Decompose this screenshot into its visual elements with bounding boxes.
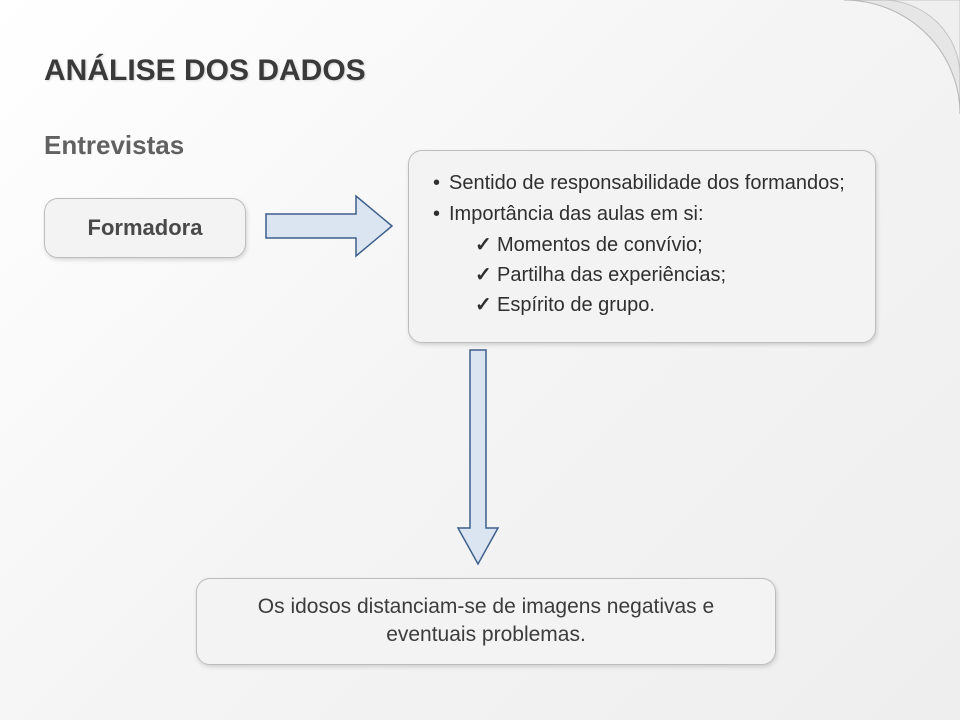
bullet-item: Importância das aulas em si: Momentos de… [433,200,851,320]
slide-subtitle: Entrevistas [44,130,184,161]
slide: ANÁLISE DOS DADOS Entrevistas Formadora … [0,0,960,720]
bullet-text: Importância das aulas em si: [449,203,704,225]
left-box: Formadora [44,198,246,258]
arrow-right-icon [264,192,394,265]
check-item: Partilha das experiências; [475,261,851,290]
left-box-label: Formadora [88,215,203,241]
check-item: Espírito de grupo. [475,291,851,320]
bottom-box: Os idosos distanciam-se de imagens negat… [196,578,776,665]
right-box: Sentido de responsabilidade dos formando… [408,150,876,343]
check-text: Espírito de grupo. [497,294,655,316]
check-item: Momentos de convívio; [475,231,851,260]
slide-title: ANÁLISE DOS DADOS [44,54,366,88]
bullet-text: Sentido de responsabilidade dos formando… [449,172,845,194]
decorative-corner-icon [844,0,960,119]
check-text: Momentos de convívio; [497,234,703,256]
arrow-down-icon [456,348,500,571]
bullet-item: Sentido de responsabilidade dos formando… [433,169,851,198]
bottom-box-text: Os idosos distanciam-se de imagens negat… [258,595,714,646]
check-text: Partilha das experiências; [497,264,726,286]
